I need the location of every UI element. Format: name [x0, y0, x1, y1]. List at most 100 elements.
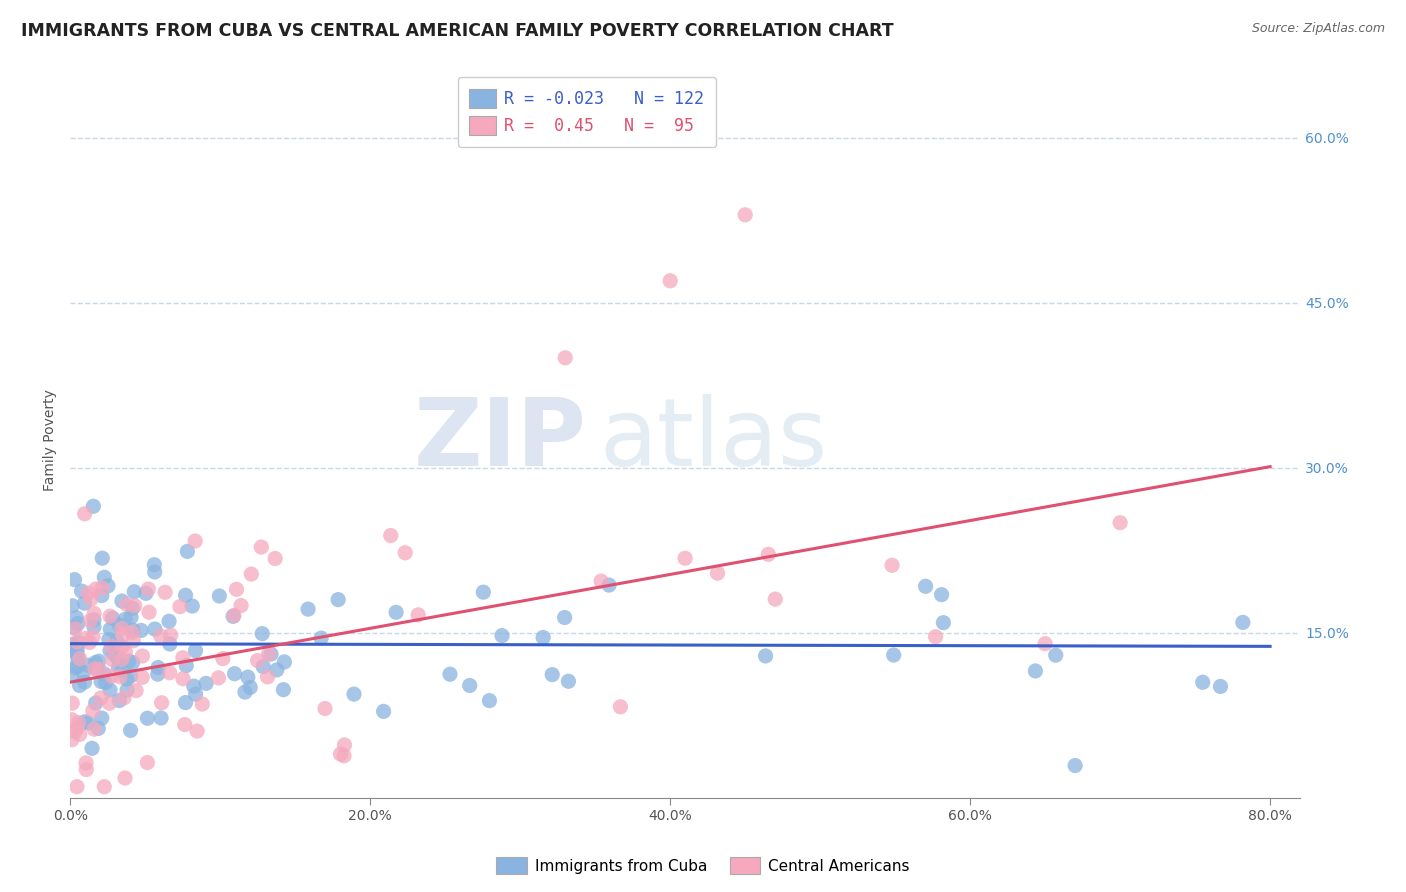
- Point: [65, 610, 87, 624]
- Point: [239, 681, 262, 695]
- Point: [1024, 664, 1046, 678]
- Point: [107, 660, 129, 674]
- Point: [157, 614, 180, 628]
- Point: [373, 705, 395, 719]
- Point: [1064, 758, 1087, 772]
- Point: [273, 655, 295, 669]
- Point: [880, 558, 903, 573]
- Point: [394, 546, 416, 560]
- Point: [66, 616, 89, 631]
- Point: [135, 586, 157, 600]
- Legend: Immigrants from Cuba, Central Americans: Immigrants from Cuba, Central Americans: [491, 851, 915, 880]
- Point: [93, 570, 115, 584]
- Point: [150, 696, 173, 710]
- Point: [329, 747, 352, 761]
- Point: [111, 622, 134, 636]
- Point: [60, 732, 83, 747]
- Point: [111, 652, 134, 666]
- Point: [1191, 675, 1213, 690]
- Point: [212, 651, 235, 665]
- Point: [79, 635, 101, 649]
- Point: [66, 721, 89, 735]
- Point: [111, 640, 134, 654]
- Point: [174, 696, 197, 710]
- Point: [93, 780, 115, 794]
- Point: [91, 551, 114, 566]
- Point: [75, 756, 97, 770]
- Point: [86, 662, 108, 676]
- Point: [184, 534, 207, 549]
- Point: [98, 683, 121, 698]
- Point: [60, 696, 83, 710]
- Point: [136, 756, 159, 770]
- Point: [129, 624, 152, 638]
- Point: [60, 638, 83, 652]
- Point: [1033, 637, 1056, 651]
- Point: [115, 598, 138, 612]
- Point: [380, 528, 402, 542]
- Point: [111, 594, 134, 608]
- Point: [63, 622, 86, 636]
- Point: [222, 609, 245, 624]
- Point: [146, 660, 169, 674]
- Point: [932, 615, 955, 630]
- Point: [136, 711, 159, 725]
- Point: [60, 713, 83, 727]
- Point: [541, 667, 564, 681]
- Point: [87, 654, 110, 668]
- Point: [91, 581, 114, 595]
- Point: [90, 711, 112, 725]
- Point: [80, 592, 103, 607]
- Point: [66, 648, 89, 663]
- Point: [77, 716, 100, 731]
- Text: ZIP: ZIP: [413, 394, 586, 486]
- Point: [172, 672, 194, 686]
- Point: [90, 674, 112, 689]
- Point: [159, 637, 181, 651]
- Point: [115, 683, 138, 698]
- Point: [75, 632, 97, 646]
- Point: [103, 648, 125, 662]
- Point: [1209, 680, 1232, 694]
- Point: [195, 676, 218, 690]
- Point: [67, 715, 90, 730]
- Point: [84, 582, 107, 596]
- Point: [252, 659, 274, 673]
- Point: [138, 605, 160, 619]
- Point: [101, 611, 124, 625]
- Point: [111, 628, 134, 642]
- Point: [83, 722, 105, 736]
- Point: [122, 584, 145, 599]
- Point: [208, 589, 231, 603]
- Point: [121, 623, 143, 637]
- Point: [94, 675, 117, 690]
- Point: [756, 547, 779, 561]
- Point: [82, 500, 104, 514]
- Point: [236, 670, 259, 684]
- Point: [439, 667, 461, 681]
- Point: [125, 683, 148, 698]
- Point: [83, 620, 105, 634]
- Point: [224, 666, 246, 681]
- Point: [100, 640, 122, 654]
- Point: [60, 599, 83, 613]
- Point: [66, 635, 89, 649]
- Point: [66, 659, 89, 673]
- Legend: R = -0.023   N = 122, R =  0.45   N =  95: R = -0.023 N = 122, R = 0.45 N = 95: [457, 77, 716, 147]
- Point: [75, 714, 97, 729]
- Point: [138, 582, 160, 596]
- Point: [184, 643, 207, 657]
- Point: [328, 592, 350, 607]
- Point: [159, 665, 181, 680]
- Point: [89, 662, 111, 676]
- Point: [105, 634, 128, 648]
- Point: [143, 565, 166, 579]
- Point: [70, 584, 93, 599]
- Point: [146, 667, 169, 681]
- Point: [256, 670, 278, 684]
- Point: [734, 208, 756, 222]
- Point: [914, 579, 936, 593]
- Point: [77, 658, 100, 673]
- Point: [114, 645, 136, 659]
- Point: [174, 658, 197, 673]
